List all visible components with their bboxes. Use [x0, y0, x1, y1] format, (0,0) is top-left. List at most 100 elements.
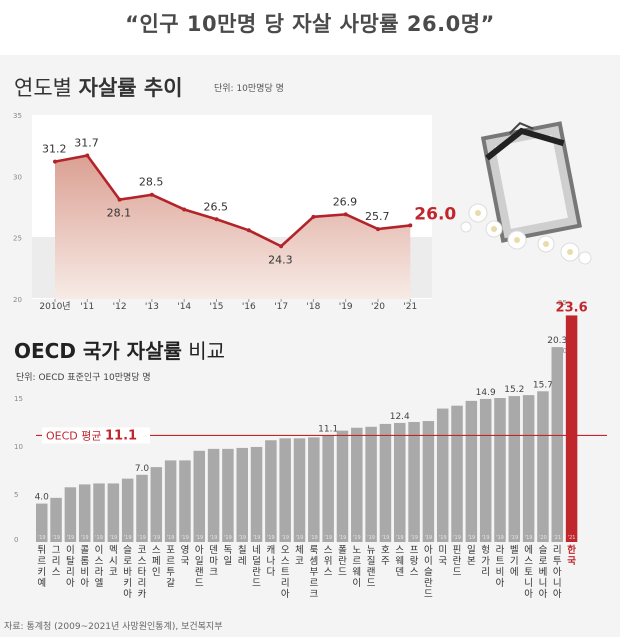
- oecd-country-label-char: 아: [195, 545, 204, 556]
- oecd-country-label-char: 라: [95, 567, 104, 578]
- oecd-country-label-char: 리: [52, 556, 61, 567]
- oecd-country-label-char: 란: [252, 566, 261, 578]
- oecd-bar: [308, 437, 320, 542]
- trend-y-tick-label: 20: [13, 296, 22, 304]
- oecd-country-label-char: 르: [309, 578, 318, 589]
- oecd-country-label-char: 르: [37, 556, 46, 567]
- trend-x-tick-label: '12: [113, 302, 127, 312]
- oecd-country-label-char: 니: [553, 578, 562, 589]
- oecd-country-label-char: 헝: [481, 545, 490, 556]
- trend-point: [343, 212, 348, 217]
- oecd-country-label-char: 크: [309, 589, 318, 600]
- oecd-country-label-char: 가: [481, 556, 490, 567]
- oecd-country-label-char: 미: [438, 545, 447, 556]
- oecd-country-label-char: 랑: [410, 555, 419, 567]
- oecd-country-label-char: 질: [367, 555, 376, 567]
- oecd-bar-year-label: '19: [496, 535, 504, 541]
- oecd-value-label: 14.9: [476, 388, 496, 398]
- oecd-country-label-char: 아: [281, 589, 290, 600]
- oecd-country-label-char: 스: [324, 567, 333, 578]
- oecd-bar-year-label: '21: [568, 535, 576, 541]
- oecd-country-label-char: 이: [352, 578, 361, 589]
- trend-x-tick-label: '13: [145, 302, 159, 312]
- oecd-country-label-char: 트: [281, 567, 290, 578]
- oecd-bar: [236, 447, 248, 542]
- oecd-country-label-char: 노: [352, 545, 361, 556]
- oecd-average-label: OECD 평균 11.1: [46, 428, 137, 443]
- oecd-country-label-char: 아: [496, 578, 505, 589]
- oecd-average-marker: OECD 평균 11.1: [36, 427, 607, 444]
- oecd-bar-year-label: '19: [425, 535, 433, 541]
- oecd-country-label-char: 영: [181, 545, 190, 556]
- oecd-bar: [121, 478, 134, 542]
- oecd-bar: [394, 422, 406, 542]
- oecd-country-label-char: 그: [52, 545, 61, 556]
- oecd-bar-year-label: '19: [124, 535, 132, 541]
- oecd-bar-year-label: '19: [181, 535, 189, 541]
- oecd-country-label-char: 기: [510, 556, 519, 567]
- oecd-y-tick-label: 5: [14, 491, 18, 499]
- oecd-y-tick-label: 15: [14, 395, 23, 403]
- oecd-country-label-char: 아: [123, 589, 132, 600]
- oecd-country-label-char: 튀: [37, 544, 46, 556]
- trend-point: [408, 223, 413, 228]
- oecd-bar-year-label: '19: [167, 535, 175, 541]
- oecd-country-label-char: 타: [138, 567, 147, 578]
- oecd-country-label-char: 네: [252, 545, 261, 556]
- oecd-bar: [150, 467, 163, 542]
- oecd-country-label-char: 주: [381, 556, 390, 567]
- oecd-country-label-char: 랜: [367, 567, 376, 578]
- oecd-country-label-char: 코: [295, 556, 304, 567]
- trend-x-tick-label: '14: [177, 302, 191, 312]
- oecd-country-label-char: 드: [195, 578, 204, 589]
- oecd-bar: [222, 448, 234, 542]
- oecd-country-label-char: 핀: [453, 545, 462, 556]
- oecd-bar: [279, 438, 291, 542]
- oecd-bar-year-label: '19: [396, 535, 404, 541]
- oecd-country-label-char: 아: [424, 545, 433, 556]
- oecd-bar: [479, 398, 492, 542]
- oecd-value-label-korea: 23.6: [556, 300, 588, 315]
- oecd-value-label: 15.7: [533, 380, 553, 390]
- oecd-bar: [293, 438, 306, 542]
- trend-x-tick-label: 2010년: [39, 301, 70, 312]
- trend-x-tick-label: '21: [403, 302, 417, 312]
- oecd-country-label-char: 니: [539, 578, 548, 589]
- oecd-country-label-char: 나: [266, 556, 275, 567]
- oecd-country-label-char: 부: [309, 567, 318, 578]
- oecd-country-label-char: 엘: [95, 578, 104, 589]
- oecd-country-label-char: 아: [66, 578, 75, 589]
- oecd-country-label-char: 르: [166, 556, 175, 567]
- trend-x-tick-label: '11: [80, 302, 94, 312]
- oecd-country-label-char: 한: [567, 544, 576, 556]
- trend-value-label: 24.3: [268, 253, 293, 266]
- oecd-bar-year-label: '19: [195, 535, 203, 541]
- oecd-country-label-char: 일: [467, 545, 476, 556]
- oecd-country-label-char: 베: [539, 567, 548, 578]
- oecd-bar-year-label: '19: [253, 535, 261, 541]
- oecd-country-label-char: 키: [123, 578, 132, 589]
- oecd-country-label-char: 라: [496, 545, 505, 556]
- oecd-country-label-char: 드: [424, 589, 433, 600]
- oecd-bar: [164, 460, 177, 542]
- oecd-bar-year-label: '19: [382, 535, 390, 541]
- infographic-panel: 연도별 자살률 추이 단위: 10만명당 명 20 25 30 35 31.2 31.7 2…: [0, 55, 620, 637]
- oecd-country-label-char: 마: [209, 556, 218, 567]
- oecd-bar-year-label: '19: [510, 535, 518, 541]
- trend-x-tick-label: '18: [306, 302, 320, 312]
- oecd-country-label-char: 위: [324, 555, 333, 567]
- oecd-bar-year-label: '19: [453, 535, 461, 541]
- oecd-country-label-char: 덜: [252, 555, 261, 567]
- oecd-country-label-char: 드: [367, 578, 376, 589]
- oecd-bar-korea: [565, 315, 578, 542]
- oecd-marks: 0510152025'194.0튀르키예'19그리스'19이탈리아'19콜롬비아…: [14, 299, 588, 600]
- oecd-bar: [537, 391, 549, 542]
- oecd-country-label-char: 뉴: [367, 545, 376, 556]
- oecd-bar: [336, 430, 349, 542]
- trend-value-label: 31.7: [74, 136, 99, 149]
- oecd-country-label-char: 스: [410, 567, 419, 578]
- oecd-bar-year-label: '19: [339, 535, 347, 541]
- trend-point: [311, 214, 316, 219]
- oecd-country-label-char: 일: [224, 556, 233, 567]
- oecd-country-label-char: 웨: [395, 555, 404, 567]
